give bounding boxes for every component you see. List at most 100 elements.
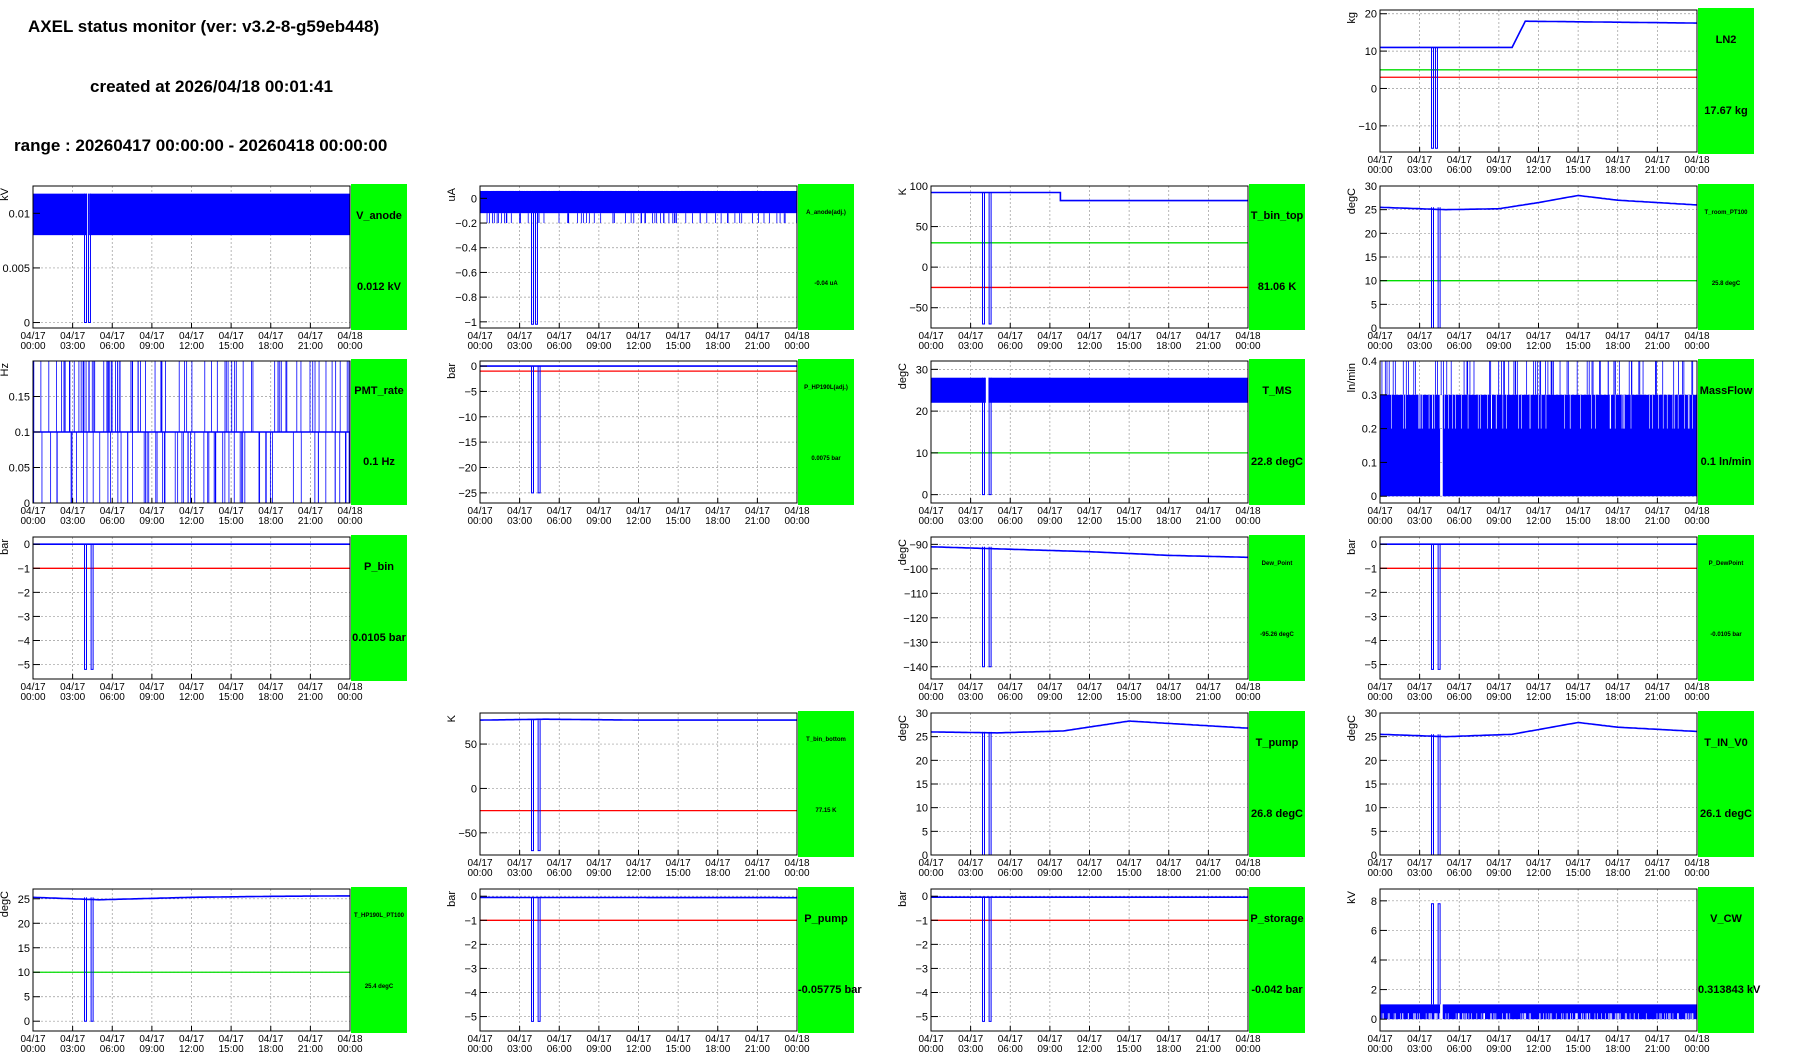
y-tick-label: −1 bbox=[915, 915, 928, 927]
y-tick-label: −5 bbox=[17, 660, 30, 672]
status-box-T_IN_V0: T_IN_V0 26.1 degC bbox=[1698, 711, 1754, 857]
y-tick-label: 0 bbox=[1371, 1014, 1377, 1026]
y-tick-label: −1 bbox=[17, 563, 30, 575]
y-tick-label: −10 bbox=[458, 412, 477, 424]
y-tick-label: 20 bbox=[1365, 755, 1377, 767]
y-tick-label: 10 bbox=[18, 967, 30, 979]
status-name: PMT_rate bbox=[351, 385, 407, 397]
y-axis-label: kV bbox=[0, 187, 11, 201]
status-value: 77.15 K bbox=[798, 808, 854, 814]
time-range: range : 20260417 00:00:00 - 20260418 00:… bbox=[14, 136, 387, 156]
y-tick-label: −4 bbox=[915, 987, 928, 999]
y-tick-label: −0.8 bbox=[455, 292, 477, 304]
y-tick-label: 0 bbox=[922, 262, 928, 274]
y-tick-label: 30 bbox=[1365, 181, 1377, 193]
y-tick-label: 20 bbox=[1365, 9, 1377, 21]
y-tick-label: −140 bbox=[903, 662, 928, 674]
y-tick-label: 0 bbox=[1371, 83, 1377, 95]
y-tick-label: 0.2 bbox=[1362, 424, 1377, 436]
y-tick-label: 15 bbox=[18, 943, 30, 955]
status-value: 81.06 K bbox=[1249, 281, 1305, 293]
y-tick-label: 10 bbox=[1365, 46, 1377, 58]
status-name: T_bin_top bbox=[1249, 210, 1305, 222]
y-tick-label: 0 bbox=[471, 193, 477, 205]
y-tick-label: 5 bbox=[922, 826, 928, 838]
y-tick-label: 0.05 bbox=[9, 463, 30, 475]
y-tick-label: −3 bbox=[17, 611, 30, 623]
y-tick-label: 0.3 bbox=[1362, 390, 1377, 402]
y-axis-label: bar bbox=[446, 891, 458, 907]
data-band bbox=[931, 378, 986, 403]
y-tick-label: 10 bbox=[1365, 276, 1377, 288]
y-tick-label: 0 bbox=[24, 539, 30, 551]
y-tick-label: −3 bbox=[1364, 611, 1377, 623]
y-axis-label: bar bbox=[0, 539, 11, 555]
y-tick-label: 0 bbox=[922, 891, 928, 903]
y-tick-label: −5 bbox=[464, 1012, 477, 1024]
status-box-P_DewPoint: P_DewPoint-0.0105 bar bbox=[1698, 535, 1754, 681]
y-tick-label: 25 bbox=[1365, 732, 1377, 744]
status-name: T_IN_V0 bbox=[1698, 737, 1754, 749]
status-name: P_HP190L(adj.) bbox=[798, 385, 854, 391]
data-band bbox=[480, 191, 797, 213]
y-axis-label: degC bbox=[897, 715, 909, 741]
status-value: 26.1 degC bbox=[1698, 808, 1754, 820]
y-tick-label: 0 bbox=[1371, 491, 1377, 503]
y-tick-label: −5 bbox=[915, 1012, 928, 1024]
status-box-P_pump: P_pump-0.05775 bar bbox=[798, 887, 854, 1033]
status-value: -0.0105 bar bbox=[1698, 632, 1754, 638]
y-tick-label: 5 bbox=[1371, 299, 1377, 311]
status-box-A_anode: A_anode(adj.)-0.04 uA bbox=[798, 184, 854, 330]
y-tick-label: 0.1 bbox=[15, 427, 30, 439]
y-tick-label: −1 bbox=[464, 317, 477, 329]
y-tick-label: 10 bbox=[916, 803, 928, 815]
y-tick-label: 0.4 bbox=[1362, 356, 1377, 368]
status-name: A_anode(adj.) bbox=[798, 210, 854, 216]
status-name: T_bin_bottom bbox=[798, 737, 854, 743]
